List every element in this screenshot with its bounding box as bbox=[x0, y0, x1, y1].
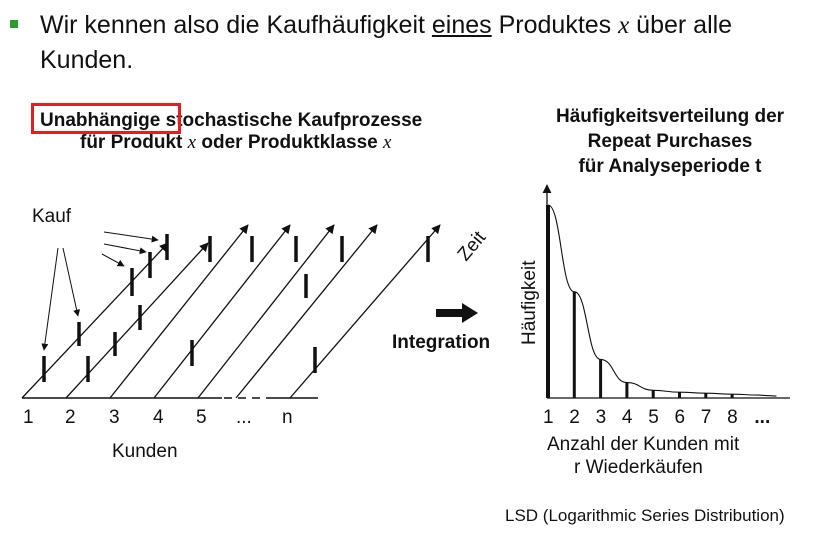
bullet-variable: x bbox=[618, 12, 630, 39]
bullet-text: Wir kennen also die Kaufhäufigkeit eines… bbox=[40, 8, 830, 77]
chart-x-tick: 1 bbox=[543, 407, 554, 428]
time-axis-6 bbox=[235, 224, 378, 399]
time-axis-4 bbox=[153, 224, 291, 399]
time-axis-3 bbox=[109, 224, 249, 399]
customer-tick: 4 bbox=[153, 407, 164, 428]
title-line2-part1: für Produkt bbox=[80, 132, 188, 153]
chart-x-tick: 6 bbox=[675, 407, 686, 428]
time-axis-1 bbox=[21, 242, 169, 399]
chart-axes bbox=[542, 184, 790, 399]
chart-x-ticks: 1 2 3 4 5 6 7 8... bbox=[543, 407, 770, 428]
bullet-underlined-word: eines bbox=[431, 11, 492, 39]
chart-x-tick: 7 bbox=[701, 407, 712, 428]
title-highlight-word: Unabhängige bbox=[40, 110, 161, 131]
time-axes bbox=[21, 224, 441, 399]
x-axis-label-line-1: Anzahl der Kunden mit bbox=[547, 434, 740, 455]
integration-label: Integration bbox=[392, 332, 490, 353]
title-line2-part2: oder Produktklasse bbox=[196, 132, 384, 153]
customer-tick: 2 bbox=[65, 407, 76, 428]
lsd-curve bbox=[547, 204, 777, 397]
right-title-line-1: Häufigkeitsverteilung der bbox=[555, 106, 785, 127]
title-variable: x bbox=[187, 132, 197, 153]
customer-tick: 1 bbox=[23, 407, 34, 428]
highlight-box bbox=[31, 103, 181, 134]
left-diagram-title: Unabhängige stochastische Kaufprozesse f… bbox=[40, 110, 422, 154]
bullet-square-icon bbox=[10, 20, 18, 28]
kauf-label: Kauf bbox=[32, 206, 72, 227]
chart-x-tick: 4 bbox=[622, 407, 633, 428]
chart-x-tick: 3 bbox=[596, 407, 607, 428]
y-axis-label: Häufigkeit bbox=[519, 260, 540, 345]
customer-tick: 3 bbox=[109, 407, 120, 428]
bullet-text-part1: Wir kennen also die Kaufhäufigkeit bbox=[40, 11, 432, 39]
chart-x-tick: ... bbox=[754, 407, 770, 428]
bullet-text-part2: Produktes bbox=[491, 11, 619, 39]
integration-arrow-icon bbox=[436, 303, 478, 323]
purchase-marks bbox=[42, 234, 430, 382]
customer-tick: ... bbox=[236, 407, 252, 428]
title-rest: stochastische Kaufprozesse bbox=[160, 110, 423, 131]
right-diagram-title: Häufigkeitsverteilung der Repeat Purchas… bbox=[520, 104, 820, 179]
right-title-line-3: für Analyseperiode t bbox=[578, 156, 762, 177]
customer-tick: n bbox=[282, 407, 293, 428]
right-title-line-2: Repeat Purchases bbox=[587, 131, 753, 152]
chart-x-tick: 5 bbox=[648, 407, 659, 428]
footer-note: LSD (Logarithmic Series Distribution) bbox=[505, 506, 785, 525]
x-axis-label-line-2: r Wiederkäufen bbox=[574, 457, 703, 478]
customer-tick: 5 bbox=[196, 407, 207, 428]
title-variable-2: x bbox=[383, 132, 392, 153]
time-axis-n bbox=[289, 224, 441, 399]
chart-x-tick: 2 bbox=[569, 407, 580, 428]
kauf-arrows bbox=[41, 231, 159, 351]
zeit-label: Zeit bbox=[454, 227, 491, 265]
kunden-label: Kunden bbox=[112, 441, 178, 462]
time-axis-5 bbox=[197, 224, 335, 399]
chart-bars bbox=[546, 205, 734, 398]
customer-tick-labels: 1 2 3 4 5 ... n bbox=[23, 407, 293, 428]
bullet-text-part3: über alle Kunden. bbox=[40, 11, 733, 74]
chart-x-tick: 8 bbox=[727, 407, 738, 428]
